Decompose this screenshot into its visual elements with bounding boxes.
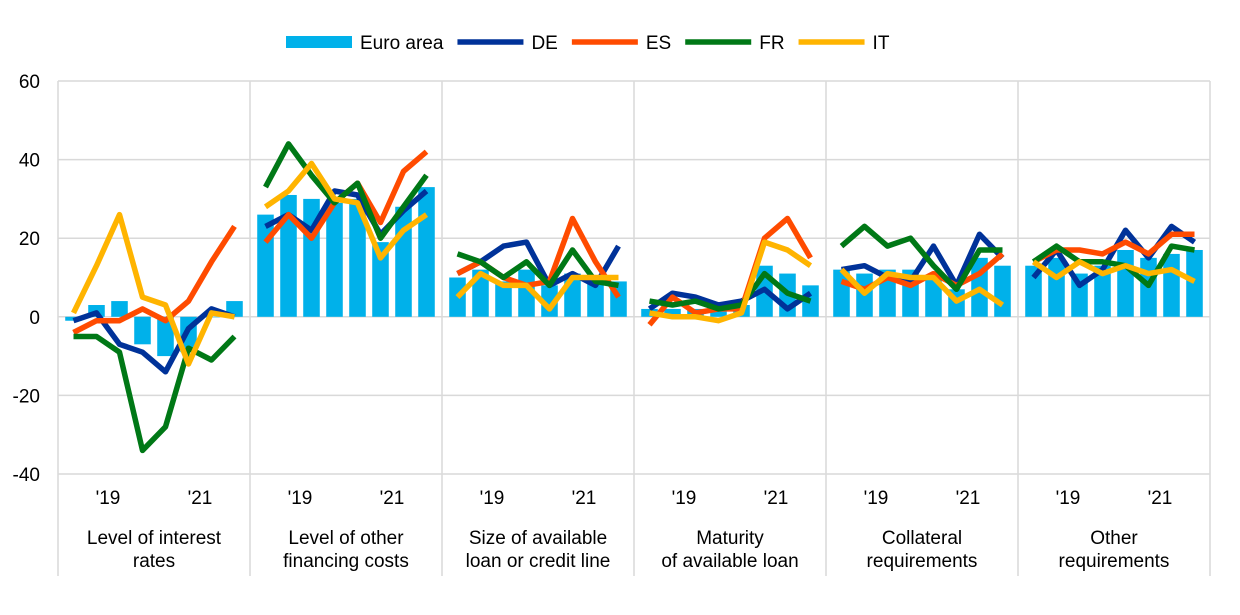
bar-euro-area xyxy=(326,202,343,317)
bar-euro-area xyxy=(157,316,174,357)
x-tick-label: '21 xyxy=(1148,488,1173,509)
bar-euro-area xyxy=(1117,249,1134,317)
y-tick-label: -20 xyxy=(13,386,40,407)
bar-euro-area xyxy=(495,281,512,317)
category-label: requirements xyxy=(1059,551,1170,572)
bar-euro-area xyxy=(1094,265,1111,317)
x-tick-label: '19 xyxy=(864,488,889,509)
x-tick-label: '19 xyxy=(96,488,121,509)
bar-euro-area xyxy=(449,277,466,317)
legend-swatch-bar xyxy=(286,36,352,48)
legend-label: FR xyxy=(759,33,784,54)
legend-label: IT xyxy=(873,33,890,54)
line-fr xyxy=(839,223,1003,293)
category-label: Other xyxy=(1090,528,1138,549)
line-fr xyxy=(1031,243,1195,289)
x-tick-label: '21 xyxy=(956,488,981,509)
category-label: rates xyxy=(133,551,175,572)
x-tick-label: '21 xyxy=(380,488,405,509)
bar-euro-area xyxy=(1025,265,1042,317)
bar-euro-area xyxy=(925,277,942,317)
bar-euro-area xyxy=(418,187,435,317)
x-tick-label: '21 xyxy=(572,488,597,509)
line-de xyxy=(456,239,621,289)
gridlines xyxy=(57,80,1211,576)
bar-euro-area xyxy=(994,265,1011,317)
line-it xyxy=(649,239,813,324)
bar-euro-area xyxy=(1048,257,1065,317)
category-label: Level of interest xyxy=(87,528,222,549)
y-tick-label: 0 xyxy=(29,308,40,329)
y-axis: -40 -20 0 20 40 60 xyxy=(13,72,40,486)
y-tick-label: 20 xyxy=(19,229,40,250)
line-fr xyxy=(73,333,237,454)
legend-label: ES xyxy=(646,33,671,54)
bar-euro-area xyxy=(111,301,128,317)
category-label: Level of other xyxy=(288,528,404,549)
line-de xyxy=(647,286,813,312)
category-label: Size of available xyxy=(469,528,607,549)
bar-euro-area xyxy=(134,316,151,345)
y-tick-label: -40 xyxy=(13,465,40,486)
category-label: loan or credit line xyxy=(466,551,611,572)
category-label: financing costs xyxy=(283,551,409,572)
legend-label: Euro area xyxy=(360,33,444,54)
legend-label: DE xyxy=(531,33,557,54)
line-fr xyxy=(263,141,429,241)
bar-euro-area xyxy=(641,308,658,317)
x-tick-label: '21 xyxy=(188,488,213,509)
category-label: Maturity xyxy=(696,528,764,549)
line-it xyxy=(839,267,1005,308)
bar-euro-area xyxy=(280,194,297,317)
category-label: of available loan xyxy=(661,551,798,572)
x-tick-label: '19 xyxy=(288,488,313,509)
bar-euro-area xyxy=(664,308,681,317)
category-label: requirements xyxy=(867,551,978,572)
bar-euro-area xyxy=(257,214,274,317)
line-de xyxy=(841,231,1005,289)
bar-euro-area xyxy=(372,242,389,317)
x-tick-label: '19 xyxy=(480,488,505,509)
legend: Euro area DE ES FR IT xyxy=(286,33,890,54)
country-lines xyxy=(71,141,1197,454)
bar-euro-area xyxy=(349,198,366,317)
bar-euro-area xyxy=(587,281,604,317)
y-tick-label: 60 xyxy=(19,72,40,93)
line-it xyxy=(455,270,619,312)
x-tick-label: '19 xyxy=(1056,488,1081,509)
line-fr xyxy=(649,270,812,312)
bar-euro-area xyxy=(710,308,727,317)
bar-euro-area xyxy=(541,285,558,317)
bar-euro-area xyxy=(1163,253,1180,317)
line-it xyxy=(263,160,429,261)
line-it xyxy=(1031,259,1196,284)
bar-euro-area xyxy=(1186,249,1203,317)
x-tick-label: '19 xyxy=(672,488,697,509)
line-es xyxy=(72,224,237,335)
y-tick-label: 40 xyxy=(19,151,40,172)
line-it xyxy=(71,211,235,367)
category-label: Collateral xyxy=(882,528,962,549)
x-tick-label: '21 xyxy=(764,488,789,509)
